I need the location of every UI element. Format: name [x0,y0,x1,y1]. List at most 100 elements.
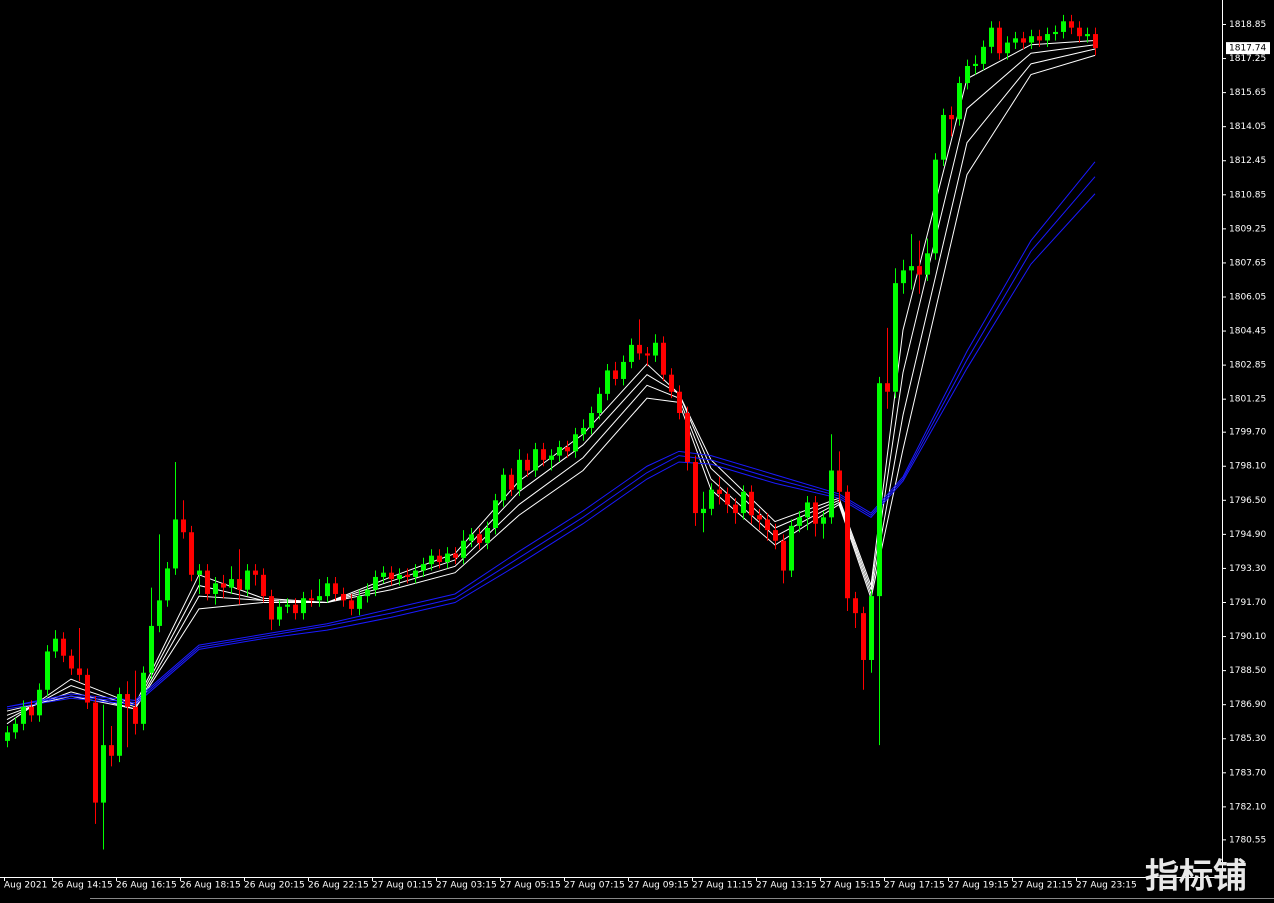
candle [1077,21,1082,43]
candle [813,496,818,537]
candle-body [421,564,426,571]
y-tick-label: 1817.25 [1229,54,1266,64]
candle [429,549,434,571]
candle [109,725,114,767]
candle-body [853,598,858,614]
candle [189,525,194,582]
candle [445,547,450,569]
y-tick-label: 1791.70 [1229,598,1266,608]
candle [597,387,602,420]
candle-body [309,598,314,601]
candle-body [1013,38,1018,43]
candle [701,491,706,533]
candle [53,630,58,658]
candle-body [21,706,26,724]
candle-body [901,270,906,284]
candle [261,568,266,603]
candle [861,606,866,690]
candle-body [589,413,594,428]
candle [381,566,386,584]
candle-body [5,732,10,741]
y-tick-label: 1782.10 [1229,802,1266,812]
candle-body [925,253,930,275]
candle-body [765,519,770,531]
x-tick-label: 27 Aug 15:15 [820,881,881,891]
y-tick-label: 1807.65 [1229,258,1266,268]
candle-body [437,555,442,563]
candle-body [1061,21,1066,32]
candle-body [885,383,890,392]
candle [5,725,10,748]
candle [781,534,786,584]
candle-body [221,583,226,588]
candle-body [1085,34,1090,37]
candle [1053,25,1058,41]
candle-body [573,434,578,452]
candle [533,442,538,477]
candle-body [245,570,250,590]
y-tick-label: 1796.50 [1229,496,1266,506]
candle [493,493,498,535]
x-tick-label: 27 Aug 17:15 [884,881,945,891]
candle [325,576,330,603]
x-tick-label: 27 Aug 11:15 [692,881,753,891]
candle [285,598,290,614]
candle [829,434,834,524]
candle [909,234,914,290]
candle [469,527,474,548]
candle-body [77,668,82,675]
candle [349,593,354,616]
candle [517,449,522,497]
candle-body [725,493,730,505]
candle [413,564,418,584]
candle [773,523,778,550]
candle [157,534,162,633]
candle [165,562,170,607]
candle-body [909,266,914,271]
candle-body [701,508,706,514]
x-tick-label: 27 Aug 01:15 [372,881,433,891]
candle-body [1069,21,1074,28]
candle-body [1029,36,1034,43]
candle [661,336,666,382]
candle [37,683,42,722]
candle-body [669,374,674,392]
candle-body [1021,38,1026,43]
ma-line [6,54,1096,712]
candle-body [101,745,106,803]
candle-body [445,553,450,563]
candle-body [933,159,938,254]
candle-body [125,694,130,707]
candle-body [429,555,434,565]
candle-body [1077,27,1082,37]
y-tick-label: 1788.50 [1229,666,1266,676]
candle [1045,27,1050,47]
candle [341,587,346,607]
candle [485,521,490,550]
y-tick-label: 1793.30 [1229,564,1266,574]
candle-body [365,589,370,597]
x-tick-label: 27 Aug 05:15 [500,881,561,891]
candle-body [789,525,794,571]
candle [509,468,514,497]
y-tick-label: 1798.10 [1229,462,1266,472]
candle [1005,36,1010,60]
candle [1013,31,1018,49]
y-tick-label: 1802.85 [1229,361,1266,371]
candle [525,453,530,477]
candle-body [549,455,554,460]
candle-body [949,114,954,120]
candle [501,468,506,507]
candle-body [1093,34,1098,49]
candle [925,238,930,282]
candle [253,564,258,586]
candle [1029,29,1034,49]
candle-body [373,576,378,590]
y-tick-label: 1783.70 [1229,768,1266,778]
candle [981,40,986,71]
candle [437,549,442,569]
y-tick-label: 1801.25 [1229,395,1266,405]
x-tick-label: 27 Aug 23:15 [1076,881,1137,891]
